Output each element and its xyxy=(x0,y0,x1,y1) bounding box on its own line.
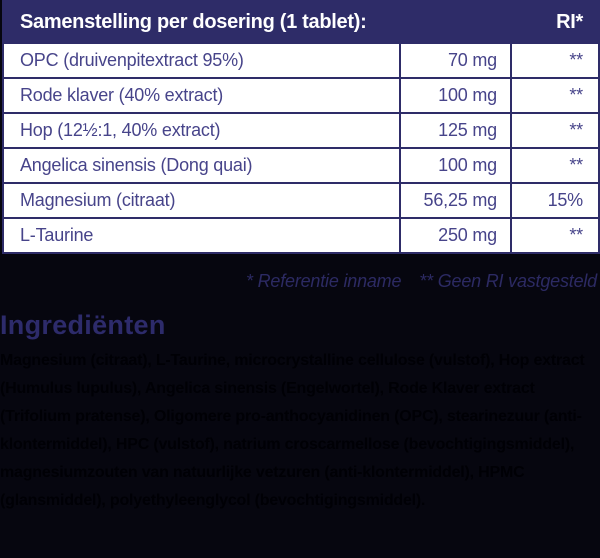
table-row: Angelica sinensis (Dong quai) 100 mg ** xyxy=(4,149,598,184)
table-row: Magnesium (citraat) 56,25 mg 15% xyxy=(4,184,598,219)
amount-cell: 250 mg xyxy=(399,219,510,252)
supplement-facts-table: Samenstelling per dosering (1 tablet): R… xyxy=(2,0,600,254)
ingredient-name-cell: Rode klaver (40% extract) xyxy=(20,85,224,105)
table-row: L-Taurine 250 mg ** xyxy=(4,219,598,252)
ri-cell: 15% xyxy=(510,184,598,217)
amount-cell: 125 mg xyxy=(399,114,510,147)
ri-cell: ** xyxy=(510,44,598,77)
ingredients-heading: Ingrediënten xyxy=(0,310,166,340)
ri-cell: ** xyxy=(510,114,598,147)
footnotes: * Referentie inname ** Geen RI vastgestel… xyxy=(0,271,600,292)
ri-cell: ** xyxy=(510,149,598,182)
ri-cell: ** xyxy=(510,219,598,252)
ingredient-name-cell: OPC (druivenpitextract 95%) xyxy=(20,50,244,70)
amount-cell: 100 mg xyxy=(399,79,510,112)
ingredient-name-cell: Angelica sinensis (Dong quai) xyxy=(20,155,253,175)
reference-intake-footnote: * Referentie inname xyxy=(246,271,402,291)
ingredient-name-cell: Hop (12½:1, 40% extract) xyxy=(20,120,221,140)
ingredients-list-text: Magnesium (citraat), L-Taurine, microcry… xyxy=(0,352,585,509)
table-header-row: Samenstelling per dosering (1 tablet): R… xyxy=(2,0,600,44)
table-title: Samenstelling per dosering (1 tablet): xyxy=(20,10,367,33)
ingredient-name-cell: Magnesium (citraat) xyxy=(20,190,176,210)
amount-cell: 70 mg xyxy=(399,44,510,77)
table-row: OPC (druivenpitextract 95%) 70 mg ** xyxy=(4,44,598,79)
table-row: Hop (12½:1, 40% extract) 125 mg ** xyxy=(4,114,598,149)
amount-cell: 100 mg xyxy=(399,149,510,182)
ingredient-name-cell: L-Taurine xyxy=(20,225,94,245)
ri-column-header: RI* xyxy=(556,10,583,33)
no-ri-footnote: ** Geen RI vastgesteld xyxy=(419,271,597,291)
amount-cell: 56,25 mg xyxy=(399,184,510,217)
ri-cell: ** xyxy=(510,79,598,112)
table-row: Rode klaver (40% extract) 100 mg ** xyxy=(4,79,598,114)
table-body: OPC (druivenpitextract 95%) 70 mg ** Rod… xyxy=(2,44,600,254)
